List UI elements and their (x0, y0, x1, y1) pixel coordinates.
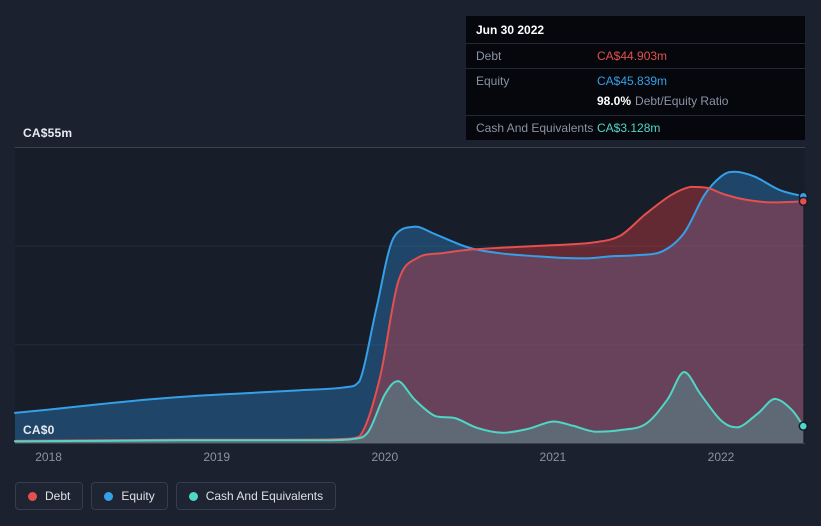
legend-dot-icon (188, 491, 198, 501)
tooltip-ratio-value: 98.0% (597, 94, 632, 108)
debt-area (15, 186, 804, 443)
y-axis-min-label: CA$0 (23, 423, 55, 437)
legend-label: Debt (45, 489, 71, 503)
tooltip-ratio-label: Debt/Equity Ratio (635, 94, 729, 108)
tooltip-debt-label: Debt (476, 49, 502, 63)
debt-end-marker[interactable] (798, 196, 809, 207)
tooltip-cash-label: Cash And Equivalents (476, 121, 594, 135)
tooltip-equity-row: Equity CA$45.839m (466, 69, 805, 93)
x-tick-2018: 2018 (35, 450, 62, 464)
tooltip-debt-value: CA$44.903m (597, 49, 668, 63)
equity-line (14, 170, 805, 414)
tooltip-cash-value: CA$3.128m (597, 121, 661, 135)
legend-label: Equity (121, 489, 155, 503)
x-tick-2022: 2022 (707, 450, 735, 464)
legend-dot-icon (104, 491, 114, 501)
legend-item-equity[interactable]: Equity (91, 482, 168, 510)
x-tick-2020: 2020 (371, 450, 399, 464)
tooltip-equity-value: CA$45.839m (597, 74, 668, 88)
y-axis-max-label: CA$55m (23, 126, 73, 140)
equity-area (15, 171, 804, 443)
cash-and-equivalents-line (14, 370, 805, 443)
tooltip-equity-label: Equity (476, 74, 510, 88)
tooltip-ratio-line: 98.0% Debt/Equity Ratio (587, 93, 805, 115)
legend-item-cash-and-equivalents[interactable]: Cash And Equivalents (175, 482, 337, 510)
tooltip-cash-row: Cash And Equivalents CA$3.128m (466, 116, 805, 140)
tooltip-date: Jun 30 2022 (466, 16, 805, 44)
legend: Debt Equity Cash And Equivalents (15, 482, 337, 510)
cash-and-equivalents-end-marker[interactable] (798, 421, 809, 431)
x-axis: 2018 2019 2020 2021 2022 (15, 450, 805, 466)
cash-and-equivalents-area (15, 371, 804, 443)
chart-plot-area[interactable] (14, 147, 809, 444)
legend-dot-icon (28, 491, 37, 501)
tooltip-equity-block: Equity CA$45.839m 98.0% Debt/Equity Ratio (466, 69, 805, 116)
tooltip-debt-row: Debt CA$44.903m (466, 44, 805, 69)
legend-item-debt[interactable]: Debt (15, 482, 84, 510)
x-tick-2021: 2021 (539, 450, 567, 464)
chart-tooltip: Jun 30 2022 Debt CA$44.903m Equity CA$45… (466, 16, 805, 140)
x-tick-2019: 2019 (203, 450, 231, 464)
legend-label: Cash And Equivalents (205, 489, 324, 503)
